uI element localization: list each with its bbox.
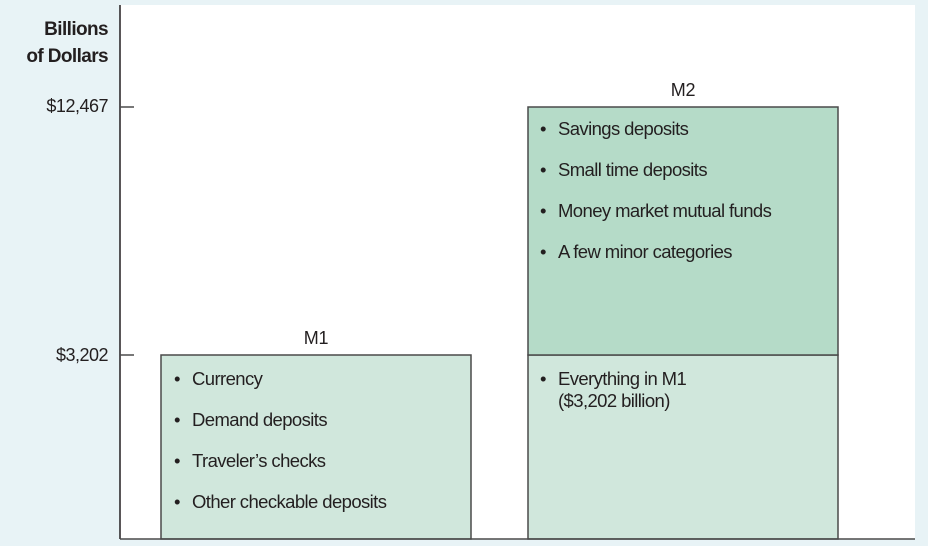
list-item: • Traveler’s checks (174, 450, 326, 471)
list-item: • Everything in M1 (540, 368, 687, 389)
list-item: • Demand deposits (174, 409, 328, 430)
y-tick-label-12467: $12,467 (46, 96, 108, 116)
y-axis-label: Billions of Dollars (26, 16, 108, 70)
m1-items: • Currency • Demand deposits • Traveler’s c… (174, 368, 387, 532)
list-item-note: ($3,202 billion) (558, 390, 670, 411)
list-item: • A few minor categories (540, 241, 733, 262)
y-axis-label-line-1: Billions (44, 19, 108, 40)
list-item: • Small time deposits (540, 159, 708, 180)
y-axis-label-line-2: of Dollars (26, 46, 108, 67)
m2-upper-items: • Savings deposits • Small time deposits •… (540, 118, 772, 282)
list-item: • Money market mutual funds (540, 200, 772, 221)
y-tick-label-3202: $3,202 (55, 345, 109, 365)
bar-m2-segment-1 (527, 106, 839, 356)
m2-lower-items: • Everything in M1 ($3,202 billion) (540, 368, 687, 412)
bar-label-m2: M2 (670, 80, 696, 100)
list-item: • Other checkable deposits (174, 491, 387, 512)
bar-m1-segment-0 (160, 354, 472, 540)
list-item: • Currency (174, 368, 263, 389)
list-item: • Savings deposits (540, 118, 689, 139)
bar-label-m1: M1 (303, 328, 329, 348)
